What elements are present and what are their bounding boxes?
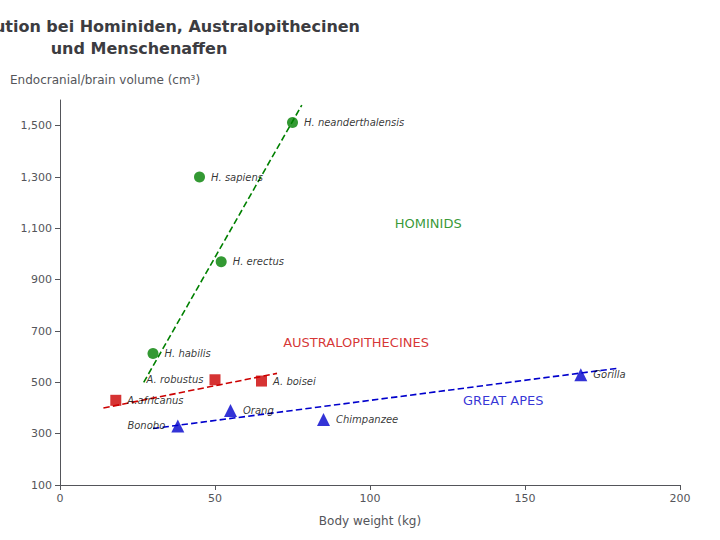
svg-text:0: 0 <box>57 492 64 505</box>
svg-text:H. erectus: H. erectus <box>233 256 284 267</box>
svg-text:Hirnevolution bei Hominiden, A: Hirnevolution bei Hominiden, Australopit… <box>0 17 360 36</box>
svg-text:50: 50 <box>208 492 222 505</box>
svg-text:Chimpanzee: Chimpanzee <box>336 414 398 425</box>
svg-text:H. habilis: H. habilis <box>165 348 211 359</box>
svg-text:150: 150 <box>515 492 536 505</box>
svg-text:H. sapiens: H. sapiens <box>211 172 263 183</box>
svg-text:A. boisei: A. boisei <box>272 376 316 387</box>
svg-text:100: 100 <box>360 492 381 505</box>
svg-text:Gorilla: Gorilla <box>593 369 625 380</box>
svg-text:Endocranial/brain volume (cm³): Endocranial/brain volume (cm³) <box>10 73 200 87</box>
svg-text:500: 500 <box>31 376 52 389</box>
svg-text:A.africanus: A.africanus <box>126 395 183 406</box>
svg-text:HOMINIDS: HOMINIDS <box>395 216 462 231</box>
svg-text:900: 900 <box>31 273 52 286</box>
svg-text:1,100: 1,100 <box>21 222 53 235</box>
svg-text:1,300: 1,300 <box>21 171 53 184</box>
svg-text:1,500: 1,500 <box>21 119 53 132</box>
svg-text:A. robustus: A. robustus <box>146 374 204 385</box>
svg-text:100: 100 <box>31 479 52 492</box>
svg-text:GREAT APES: GREAT APES <box>463 393 543 408</box>
svg-text:Orang: Orang <box>243 405 274 416</box>
svg-text:700: 700 <box>31 325 52 338</box>
svg-text:und Menschenaffen: und Menschenaffen <box>51 39 228 58</box>
svg-text:Bonobo: Bonobo <box>127 420 165 431</box>
svg-text:AUSTRALOPITHECINES: AUSTRALOPITHECINES <box>283 335 429 350</box>
svg-text:H. neanderthalensis: H. neanderthalensis <box>304 117 404 128</box>
svg-text:Body weight (kg): Body weight (kg) <box>319 514 421 528</box>
svg-text:300: 300 <box>31 427 52 440</box>
svg-text:200: 200 <box>670 492 691 505</box>
